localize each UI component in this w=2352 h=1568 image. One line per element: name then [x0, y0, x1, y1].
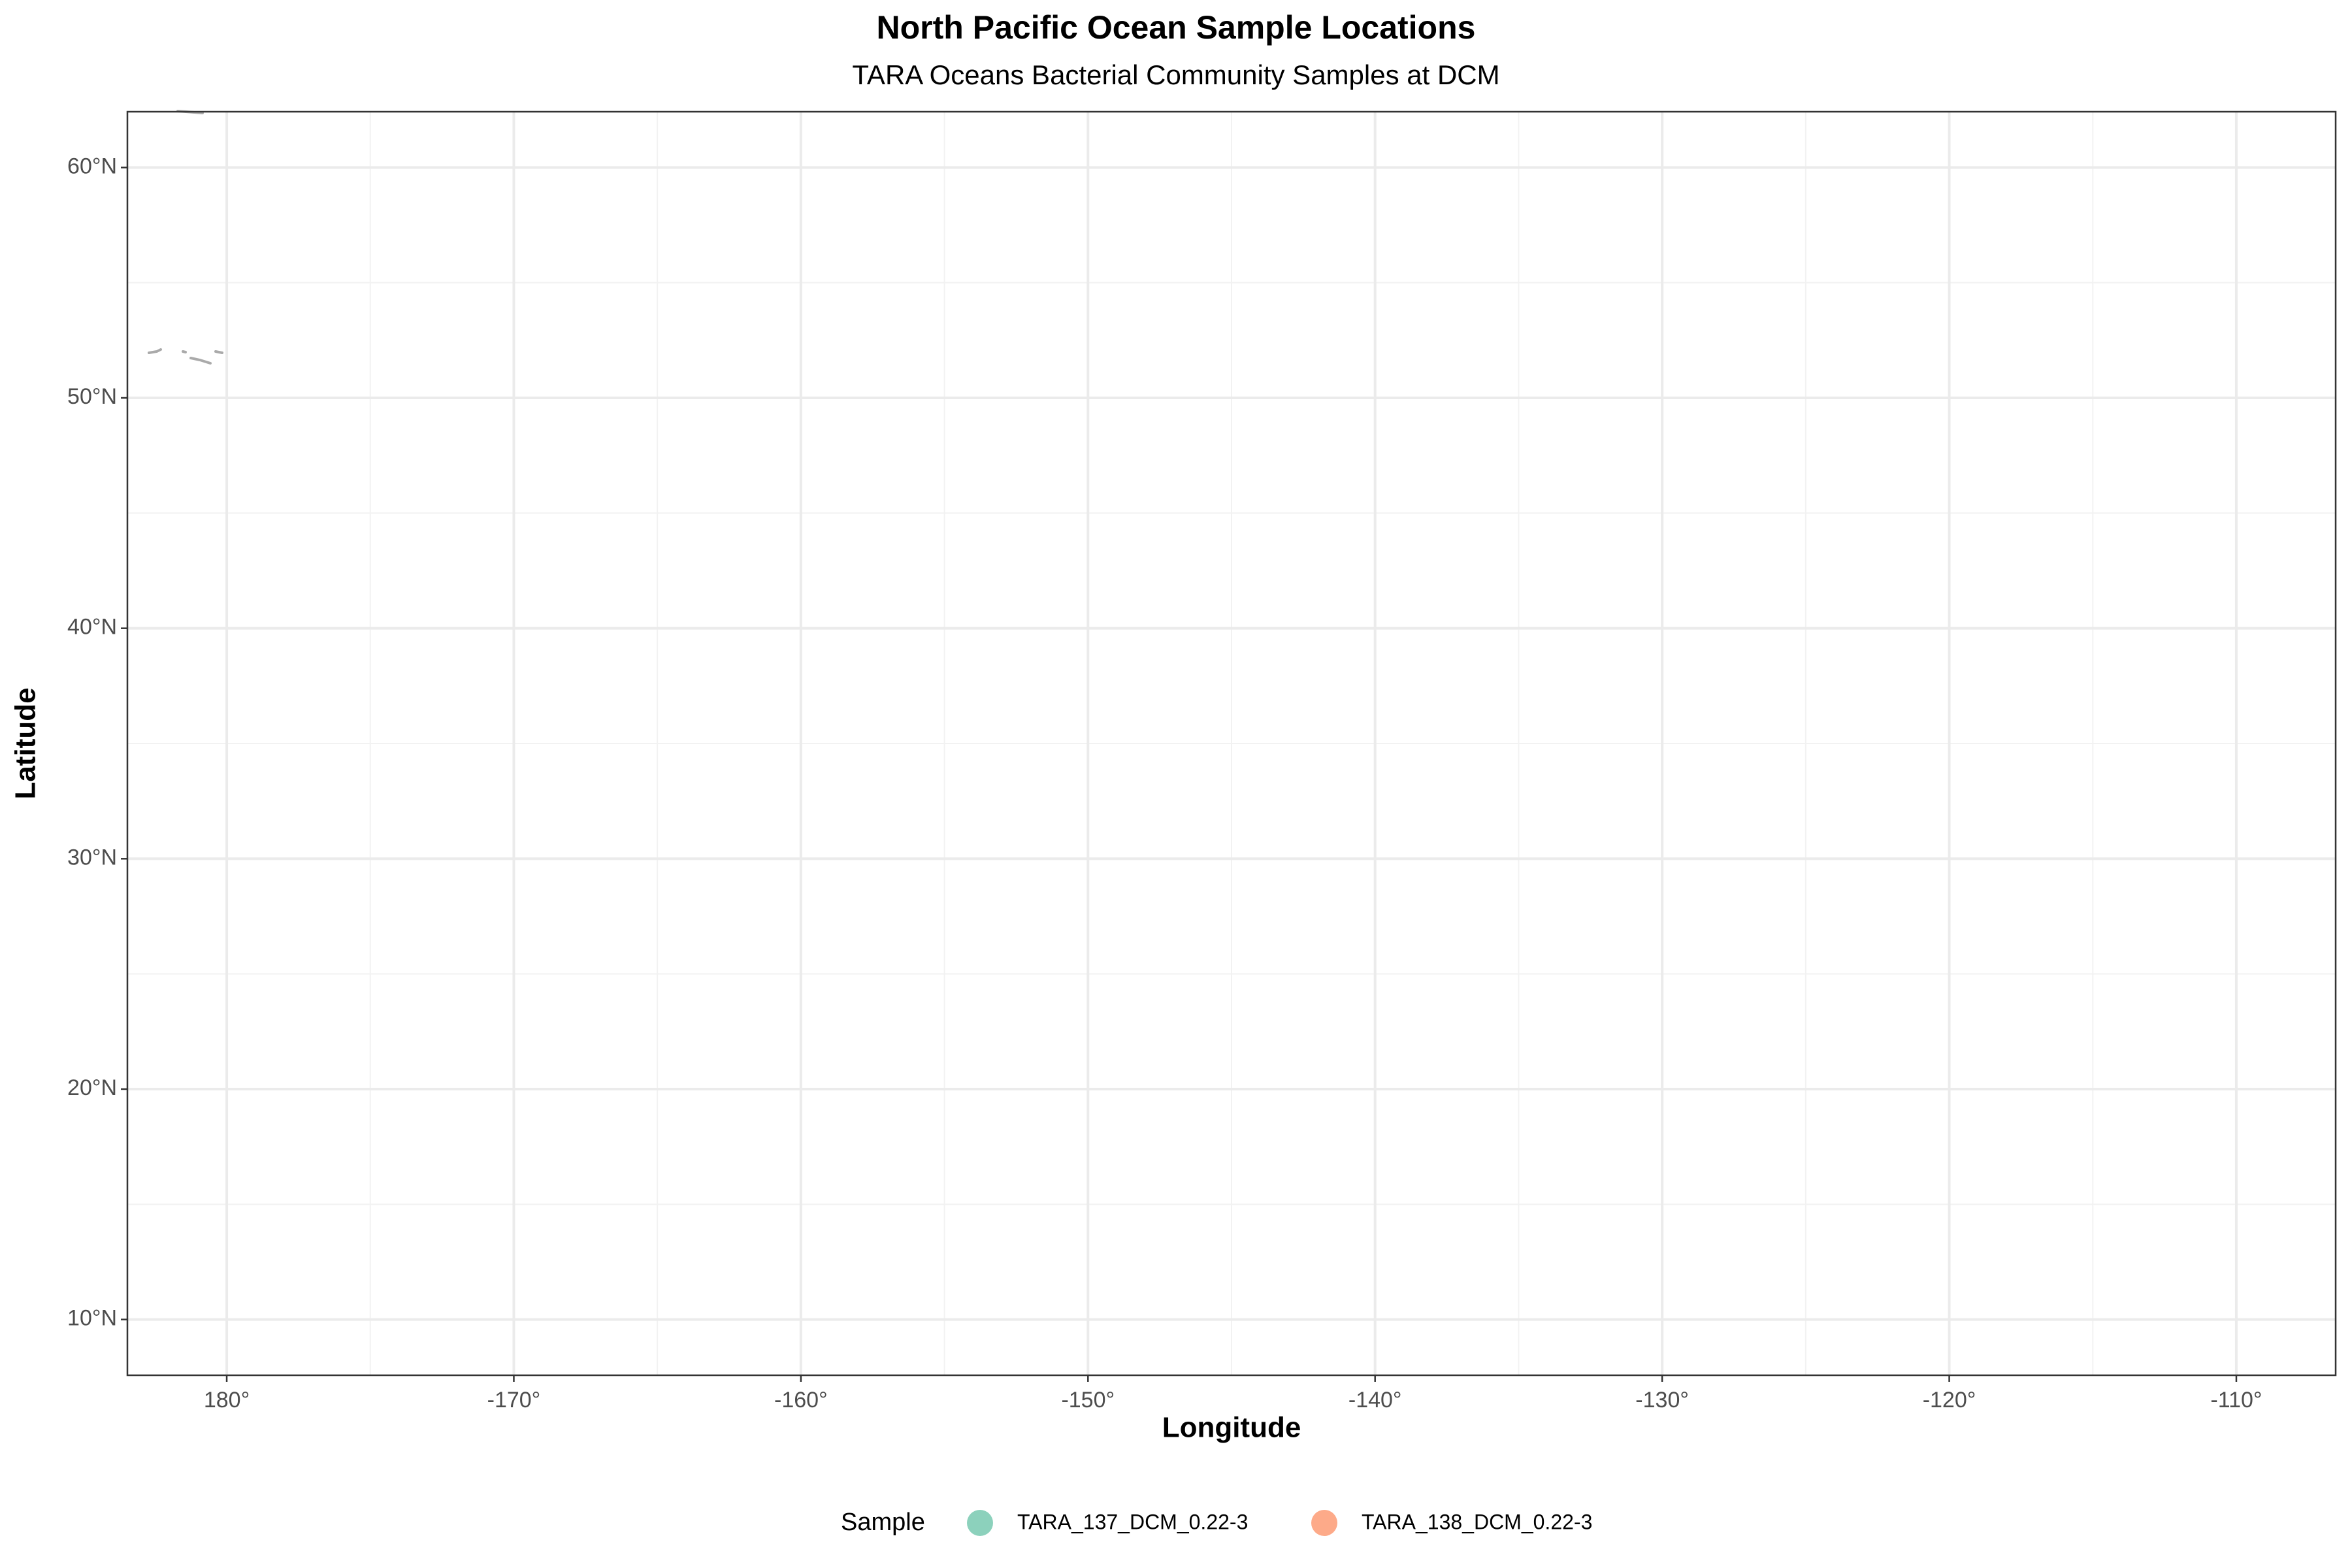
- x-tick-label: -120°: [1923, 1388, 1976, 1413]
- y-tick-label: 40°N: [67, 615, 117, 640]
- x-tick-label: -140°: [1348, 1388, 1402, 1413]
- x-tick-label: -110°: [2210, 1388, 2262, 1413]
- legend-label: TARA_138_DCM_0.22-3: [1362, 1510, 1592, 1533]
- y-tick-label: 60°N: [67, 154, 117, 178]
- legend-swatch: [967, 1510, 993, 1536]
- x-tick-label: -130°: [1635, 1388, 1689, 1413]
- coastline: [189, 357, 212, 365]
- grid-layer: [127, 112, 2336, 1375]
- x-tick-label: -170°: [487, 1388, 541, 1413]
- legend-label: TARA_137_DCM_0.22-3: [1017, 1510, 1248, 1533]
- coastline: [182, 350, 187, 353]
- y-tick-label: 20°N: [67, 1075, 117, 1100]
- coastline: [214, 350, 223, 354]
- y-tick-label: 50°N: [67, 384, 117, 409]
- legend-swatch: [1311, 1510, 1337, 1536]
- legend-title: Sample: [841, 1509, 925, 1536]
- chart-subtitle: TARA Oceans Bacterial Community Samples …: [852, 59, 1499, 90]
- x-tick-label: 180°: [204, 1388, 250, 1413]
- chart-title: North Pacific Ocean Sample Locations: [877, 9, 1476, 46]
- plot-border: [126, 110, 2337, 1377]
- coastline: [148, 348, 162, 354]
- y-tick-label: 10°N: [67, 1306, 117, 1331]
- x-tick-label: -150°: [1061, 1388, 1115, 1413]
- y-tick-label: 30°N: [67, 845, 117, 870]
- y-axis-title: Latitude: [10, 687, 42, 799]
- x-tick-label: -160°: [774, 1388, 828, 1413]
- x-axis-title: Longitude: [1162, 1412, 1301, 1444]
